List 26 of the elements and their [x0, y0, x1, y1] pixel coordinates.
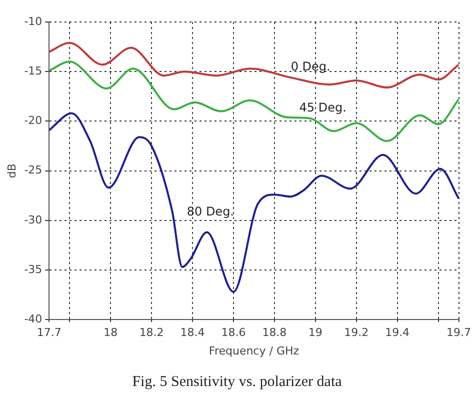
y-tick-label: -35: [24, 262, 42, 276]
x-tick-label: 19.2: [344, 326, 369, 340]
series-label: 45 Deg.: [299, 100, 346, 114]
line-series: [49, 112, 459, 293]
x-tick-label: 19: [308, 326, 322, 340]
line-series: [49, 60, 459, 142]
x-tick-label: 19.7: [446, 326, 472, 340]
x-tick-label: 17.7: [36, 326, 62, 340]
y-tick-label: -30: [24, 213, 42, 226]
x-tick-label: 18.8: [262, 326, 287, 340]
x-tick-label: 18: [104, 326, 118, 340]
caption: Fig. 5 Sensitivity vs. polarizer data: [132, 374, 342, 390]
x-axis-title: Frequency / GHz: [208, 344, 300, 358]
x-tick-label: 18.6: [221, 326, 246, 340]
series-label: 0 Deg.: [290, 60, 330, 74]
y-tick-label: -10: [24, 14, 42, 28]
y-tick-label: -25: [24, 164, 42, 177]
line-series: [49, 42, 459, 88]
x-tick-label: 19.4: [385, 326, 410, 340]
y-tick-label: -20: [24, 114, 42, 128]
series-label: 80 Deg.: [186, 204, 234, 218]
y-tick-label: -40: [24, 312, 42, 326]
y-axis-title: dB: [5, 164, 18, 178]
x-tick-label: 18.4: [180, 326, 205, 340]
x-tick-label: 18.2: [139, 326, 164, 340]
y-tick-label: -15: [24, 64, 42, 78]
